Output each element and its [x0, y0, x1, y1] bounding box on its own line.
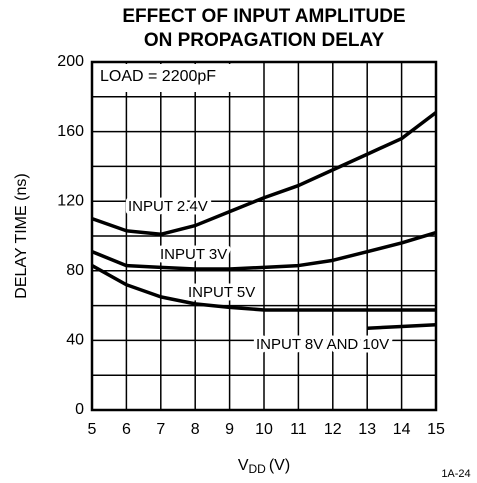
x-tick-label: 9 — [225, 421, 234, 438]
x-tick-label: 5 — [88, 421, 97, 438]
plot-frame — [90, 60, 438, 412]
series-line — [91, 111, 438, 237]
y-tick-label: 40 — [66, 332, 84, 349]
series-label: INPUT 3V — [160, 246, 227, 263]
x-tick-label: 6 — [122, 421, 131, 438]
y-tick-label: 0 — [75, 401, 84, 418]
x-label-sub: DD — [249, 462, 267, 476]
y-tick-label: 80 — [66, 262, 84, 279]
figure-id: 1A-24 — [441, 468, 470, 480]
series-line — [367, 322, 437, 330]
x-axis-label: VDD (V) — [238, 457, 290, 476]
x-label-unit: (V) — [269, 457, 290, 474]
chart-title: EFFECT OF INPUT AMPLITUDE — [122, 6, 405, 27]
annotation-box — [94, 64, 244, 92]
y-tick-label: 120 — [57, 192, 84, 209]
x-tick-label: 13 — [358, 421, 376, 438]
x-tick-label: 8 — [191, 421, 200, 438]
annotation: LOAD = 2200pF — [100, 68, 216, 85]
x-tick-label: 10 — [255, 421, 273, 438]
series-line — [91, 230, 437, 271]
x-label-main: V — [238, 457, 249, 474]
chart-title: ON PROPAGATION DELAY — [144, 30, 385, 51]
series-label: INPUT 5V — [188, 284, 255, 301]
x-tick-label: 11 — [290, 421, 307, 438]
x-tick-label: 7 — [156, 421, 165, 438]
series-line — [91, 264, 436, 312]
x-tick-label: 15 — [427, 421, 445, 438]
x-tick-label: 14 — [393, 421, 411, 438]
y-tick-label: 160 — [57, 123, 84, 140]
y-axis-label: DELAY TIME (ns) — [13, 173, 30, 298]
series-label: INPUT 8V AND 10V — [256, 336, 389, 353]
series-label: INPUT 2.4V — [128, 198, 208, 215]
x-tick-label: 12 — [324, 421, 342, 438]
y-tick-label: 200 — [57, 53, 84, 70]
